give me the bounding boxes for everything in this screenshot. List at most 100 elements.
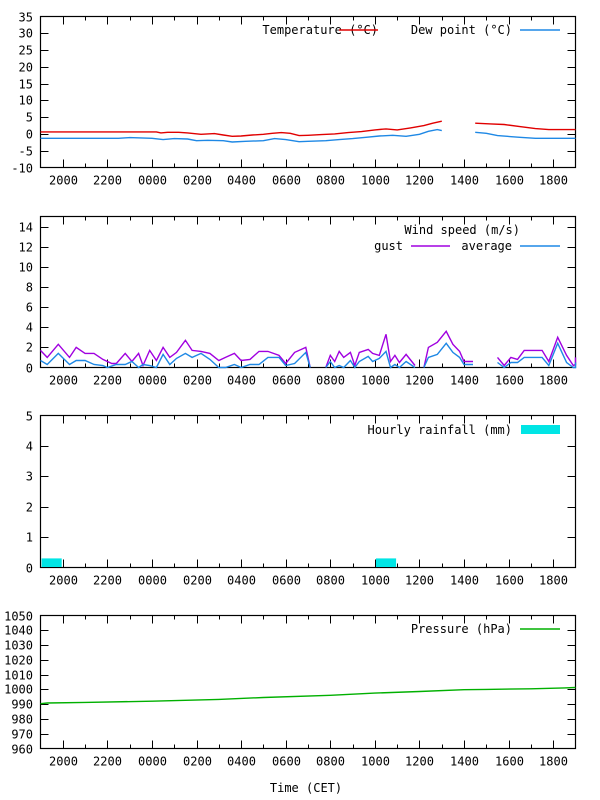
x-tick-label: 0000 <box>138 755 167 769</box>
y-tick-label: 1050 <box>4 610 33 624</box>
y-tick-label: 10 <box>19 261 33 275</box>
legend-swatch-rainfall <box>521 425 560 434</box>
wind-panel: 0 2 4 6 8 10 12 14 2000 2200 0000 0200 0400 0600 0800… <box>19 215 577 388</box>
x-tick-label: 0200 <box>183 755 212 769</box>
y-tick-label: 1000 <box>4 683 33 697</box>
pressure-hpa-line <box>40 686 576 705</box>
y-tick-label: 990 <box>11 698 33 712</box>
gust-line <box>39 339 311 368</box>
y-tick-label: 14 <box>19 221 33 235</box>
wind-x-axis: 2000 2200 0000 0200 0400 0600 0800 1000 1200 1400… <box>49 216 568 388</box>
legend-label-temperature: Temperature (°C) <box>262 23 378 37</box>
x-tick-label: 0400 <box>227 755 256 769</box>
rainfall-bar <box>376 558 397 567</box>
wind-series <box>39 330 577 369</box>
y-tick-label: 970 <box>11 728 33 742</box>
y-tick-label: 10 <box>19 94 33 108</box>
x-tick-label: 1400 <box>450 755 479 769</box>
y-tick-label: -5 <box>19 145 33 159</box>
x-tick-label: 0800 <box>316 374 345 388</box>
dew-point-c-line <box>475 131 576 140</box>
y-tick-label: 8 <box>26 281 33 295</box>
rainfall-bar <box>41 558 62 567</box>
y-tick-label: 960 <box>11 743 33 757</box>
x-tick-label: 1800 <box>539 374 568 388</box>
y-tick-label: 5 <box>26 410 33 424</box>
x-tick-label: 2000 <box>49 574 78 588</box>
y-tick-label: 3 <box>26 470 33 484</box>
x-tick-label: 1600 <box>495 574 524 588</box>
y-tick-label: 12 <box>19 241 33 255</box>
temperature-series <box>40 120 576 143</box>
pressure-legend: Pressure (hPa) <box>411 622 560 636</box>
temperature-c-line <box>475 122 576 131</box>
x-tick-label: 0600 <box>272 174 301 188</box>
wind-y-axis: 0 2 4 6 8 10 12 14 <box>19 221 576 376</box>
x-tick-label: 1000 <box>361 574 390 588</box>
x-tick-label: 0000 <box>138 574 167 588</box>
rainfall-series <box>41 558 397 567</box>
rainfall-y-axis: 0 1 2 3 4 5 <box>26 410 576 576</box>
legend-label-pressure: Pressure (hPa) <box>411 622 512 636</box>
y-tick-label: 15 <box>19 78 33 92</box>
average-line <box>40 351 311 369</box>
x-tick-label: 0200 <box>183 374 212 388</box>
x-tick-label: 2000 <box>49 374 78 388</box>
y-tick-label: 0 <box>26 362 33 376</box>
dew-point-c-line <box>40 128 442 143</box>
y-tick-label: 0 <box>26 128 33 142</box>
x-tick-label: 1400 <box>450 374 479 388</box>
x-tick-label: 0200 <box>183 174 212 188</box>
wind-title: Wind speed (m/s) <box>404 223 520 237</box>
x-tick-label: 1800 <box>539 574 568 588</box>
legend-label-rainfall: Hourly rainfall (mm) <box>368 423 513 437</box>
temperature-panel: -10 -5 0 5 10 15 20 25 30 35 2000 2200 0000 0200 0400… <box>11 11 577 188</box>
x-tick-label: 1600 <box>495 174 524 188</box>
x-tick-label: 0800 <box>316 574 345 588</box>
x-tick-label: 2200 <box>93 374 122 388</box>
rainfall-x-axis: 2000 2200 0000 0200 0400 0600 0800 1000 1200 1400… <box>49 415 568 588</box>
y-tick-label: 5 <box>26 111 33 125</box>
x-tick-label: 1600 <box>495 755 524 769</box>
temperature-c-line <box>40 120 442 138</box>
x-tick-label: 0600 <box>272 374 301 388</box>
x-tick-label: 1000 <box>361 755 390 769</box>
rainfall-plot-frame <box>39 414 577 569</box>
x-tick-label: 0600 <box>272 574 301 588</box>
y-tick-label: 1030 <box>4 639 33 653</box>
rainfall-panel: 0 1 2 3 4 5 2000 2200 0000 0200 0400 0600 0800 1000 1… <box>26 410 577 588</box>
x-tick-label: 2000 <box>49 755 78 769</box>
y-tick-label: 25 <box>19 44 33 58</box>
x-tick-label: 2200 <box>93 755 122 769</box>
x-tick-label: 1000 <box>361 174 390 188</box>
legend-label-gust: gust <box>374 239 403 253</box>
y-tick-label: 6 <box>26 301 33 315</box>
y-tick-label: 2 <box>26 341 33 355</box>
legend-label-dew-point: Dew point (°C) <box>411 23 512 37</box>
x-tick-label: 1200 <box>405 755 434 769</box>
x-tick-label: 1400 <box>450 174 479 188</box>
x-tick-label: 1200 <box>405 174 434 188</box>
y-tick-label: 980 <box>11 713 33 727</box>
y-tick-label: 4 <box>26 321 33 335</box>
x-tick-label: 1200 <box>405 374 434 388</box>
pressure-x-axis: 2000 2200 0000 0200 0400 0600 0800 1000 1200 1400… <box>49 615 568 769</box>
x-tick-label: 2000 <box>49 174 78 188</box>
gust-line <box>325 334 416 368</box>
x-axis-label: Time (CET) <box>270 781 342 795</box>
y-tick-label: 35 <box>19 11 33 25</box>
wind-legend: Wind speed (m/s) gust average <box>374 223 560 253</box>
x-tick-label: 2200 <box>93 574 122 588</box>
y-tick-label: 1010 <box>4 669 33 683</box>
y-tick-label: 4 <box>26 440 33 454</box>
x-tick-label: 1200 <box>405 574 434 588</box>
x-tick-label: 1400 <box>450 574 479 588</box>
x-tick-label: 1000 <box>361 374 390 388</box>
y-tick-label: 1020 <box>4 654 33 668</box>
x-tick-label: 0000 <box>138 174 167 188</box>
gust-line <box>423 330 473 368</box>
average-line <box>423 342 473 368</box>
